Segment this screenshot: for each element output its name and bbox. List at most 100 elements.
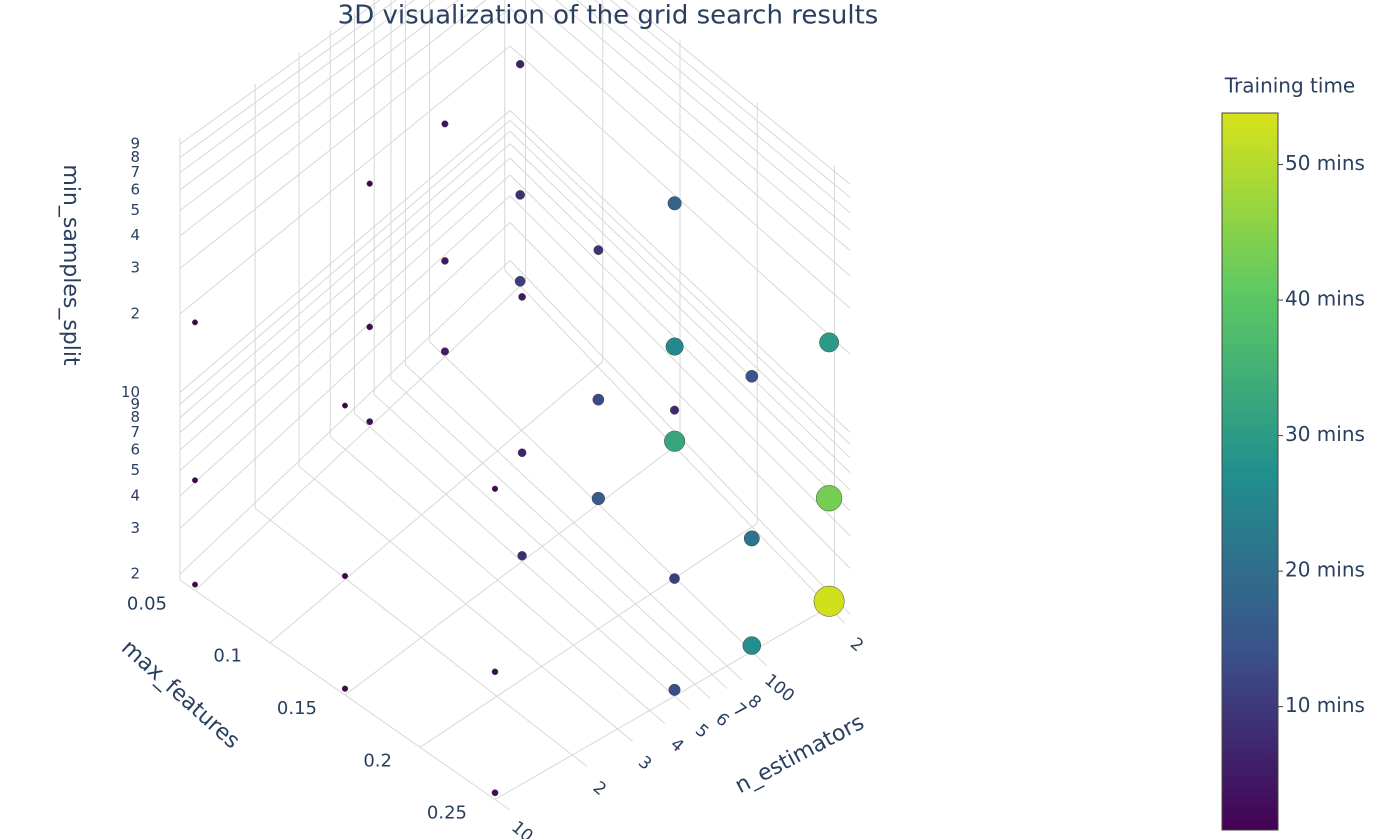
grid (179, 0, 851, 811)
grid-line (419, 522, 758, 748)
grid-line (179, 0, 436, 191)
point (366, 323, 373, 331)
grid-line (179, 143, 511, 434)
point (813, 585, 845, 617)
colorbar-title: Training time (1224, 74, 1355, 98)
colorbar-tick-label: 20 mins (1285, 558, 1365, 582)
point (819, 332, 839, 353)
grid-line (509, 110, 851, 433)
grid-line (530, 0, 851, 277)
grid-line (576, 0, 851, 231)
point (441, 257, 449, 265)
x-axis-title: n_estimators (731, 710, 868, 799)
labels: 10234567810020.050.10.150.20.25234567891… (121, 135, 867, 839)
z-tick-label: 6 (130, 441, 140, 459)
chart-title: 3D visualization of the grid search resu… (338, 1, 879, 31)
z-tick-label: 5 (130, 201, 140, 219)
grid-line (509, 119, 851, 445)
grid-line (609, 0, 851, 198)
grid-line (179, 259, 511, 575)
point (515, 190, 525, 200)
grid-line (179, 0, 397, 158)
point (591, 491, 605, 506)
points (192, 60, 845, 797)
z-tick-label: 7 (130, 423, 140, 441)
point (514, 275, 526, 287)
grid-line (179, 0, 459, 211)
point (491, 789, 499, 797)
y-tick-label: 0.15 (277, 698, 317, 719)
y-tick-label: 0.05 (127, 593, 167, 614)
grid-line (509, 195, 851, 537)
z-tick-label: 10 (121, 383, 140, 401)
point (665, 337, 684, 356)
point (192, 581, 198, 588)
grid-line (179, 119, 511, 405)
x-tick-label: 2 (846, 634, 867, 656)
grid-line (344, 442, 681, 696)
grid-line (179, 45, 511, 315)
y-tick-label: 0.1 (213, 646, 242, 667)
y-tick-label: 0.2 (363, 750, 392, 771)
grid-line (179, 0, 487, 237)
point (192, 319, 198, 326)
grid-line (494, 603, 835, 800)
x-tick-label: 4 (666, 734, 687, 756)
grid-line (179, 0, 381, 145)
point (440, 347, 449, 356)
z-tick-label: 4 (130, 226, 140, 244)
z-tick-label: 5 (130, 461, 140, 479)
point (192, 477, 198, 484)
grid-line (509, 130, 851, 458)
z-tick-label: 7 (130, 163, 140, 181)
grid-line (179, 7, 511, 269)
y-tick-label: 0.25 (427, 803, 467, 824)
grid-line (179, 174, 511, 472)
grid-line (269, 361, 604, 644)
x-tick-label: 100 (760, 670, 798, 706)
point (441, 120, 449, 128)
x-tick-label: 2 (589, 778, 610, 800)
x-tick-label: 10 (507, 817, 536, 839)
point (667, 196, 682, 211)
grid-line (624, 0, 851, 185)
point (491, 668, 499, 676)
point (668, 683, 681, 696)
point (366, 418, 374, 426)
z-tick-label: 9 (130, 395, 140, 413)
point (491, 485, 499, 492)
point (815, 485, 843, 512)
grid-line (194, 280, 526, 591)
point (593, 245, 604, 255)
point (517, 551, 527, 561)
point (743, 530, 760, 547)
colorbar-tick-label: 50 mins (1285, 151, 1365, 175)
grid-line (593, 0, 851, 213)
x-tick-label: 5 (691, 720, 712, 742)
grid-line (509, 143, 851, 474)
z-tick-label: 3 (130, 259, 140, 277)
point (517, 448, 527, 458)
colorbar-tick-label: 10 mins (1285, 693, 1365, 717)
z-axis-title: min_samples_split (58, 164, 83, 366)
point (742, 636, 762, 655)
z-tick-label: 6 (130, 180, 140, 198)
point (669, 405, 680, 415)
z-tick-label: 8 (130, 408, 140, 426)
z-tick-label: 4 (130, 486, 140, 504)
point (366, 180, 373, 187)
z-tick-label: 9 (130, 135, 140, 153)
point (341, 685, 349, 692)
point (669, 573, 680, 584)
grid-line (179, 222, 511, 529)
z-tick-label: 2 (130, 565, 140, 583)
point (515, 60, 525, 69)
grid-line (509, 157, 851, 491)
grid-line (509, 222, 851, 569)
z-tick-label: 8 (130, 148, 140, 166)
grid-line (179, 0, 416, 173)
point (342, 402, 348, 409)
grid-line (509, 7, 851, 309)
z-tick-label: 3 (130, 519, 140, 537)
